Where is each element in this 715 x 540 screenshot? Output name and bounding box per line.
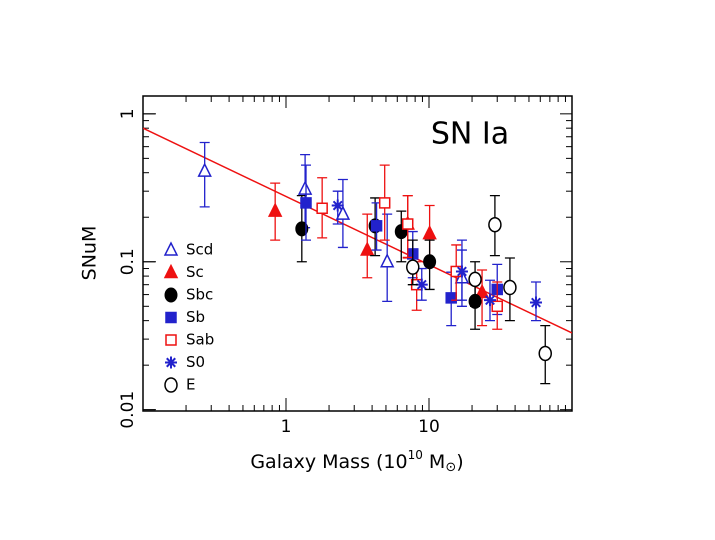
marker (422, 224, 437, 240)
marker (406, 259, 420, 275)
legend-label: S0 (186, 353, 205, 371)
marker (197, 162, 212, 177)
marker (468, 271, 482, 288)
legend-label: Sb (186, 308, 205, 326)
marker (538, 345, 552, 362)
marker (401, 218, 414, 230)
marker (300, 197, 312, 209)
x-title-close: ) (456, 451, 463, 473)
legend-label: Scd (186, 241, 213, 259)
marker (163, 241, 179, 256)
x-tick-label: 10 (418, 417, 440, 437)
marker (297, 180, 313, 195)
legend-label: Sab (186, 331, 214, 349)
marker (165, 334, 177, 346)
marker (316, 202, 328, 215)
marker (331, 199, 344, 212)
marker (163, 263, 179, 279)
marker (295, 221, 309, 237)
y-tick-label: 1 (118, 108, 138, 119)
marker (335, 205, 351, 220)
x-axis-title: Galaxy Mass (1010 M⊙) (250, 448, 463, 475)
marker (164, 377, 178, 393)
marker (164, 287, 178, 303)
marker (370, 220, 383, 232)
x-title-text2: M (423, 451, 445, 473)
x-tick-label: 1 (281, 417, 292, 437)
marker (415, 278, 428, 291)
y-tick-label: 0.01 (118, 391, 138, 429)
marker (423, 254, 437, 270)
y-axis-title: SNuM (79, 226, 101, 281)
marker (455, 265, 468, 278)
marker (491, 300, 503, 313)
marker (474, 283, 490, 299)
marker (488, 216, 502, 233)
marker (445, 292, 457, 304)
annotation: SN Ia (431, 117, 509, 152)
marker (165, 356, 177, 369)
marker (378, 197, 391, 209)
marker (503, 279, 517, 296)
x-title-sup: 10 (408, 448, 423, 462)
x-title-sub: ⊙ (445, 460, 456, 475)
legend-label: Sbc (186, 286, 213, 304)
marker (483, 294, 496, 307)
y-tick-label: 0.1 (118, 248, 138, 275)
legend-label: E (186, 376, 195, 394)
x-title-text: Galaxy Mass (10 (250, 451, 407, 473)
plot-frame (142, 95, 573, 412)
marker (165, 311, 177, 324)
marker (267, 202, 283, 217)
marker (379, 253, 395, 268)
fit-line (143, 127, 572, 334)
marker (529, 296, 542, 309)
marker (360, 241, 375, 256)
legend-label: Sc (186, 263, 204, 281)
